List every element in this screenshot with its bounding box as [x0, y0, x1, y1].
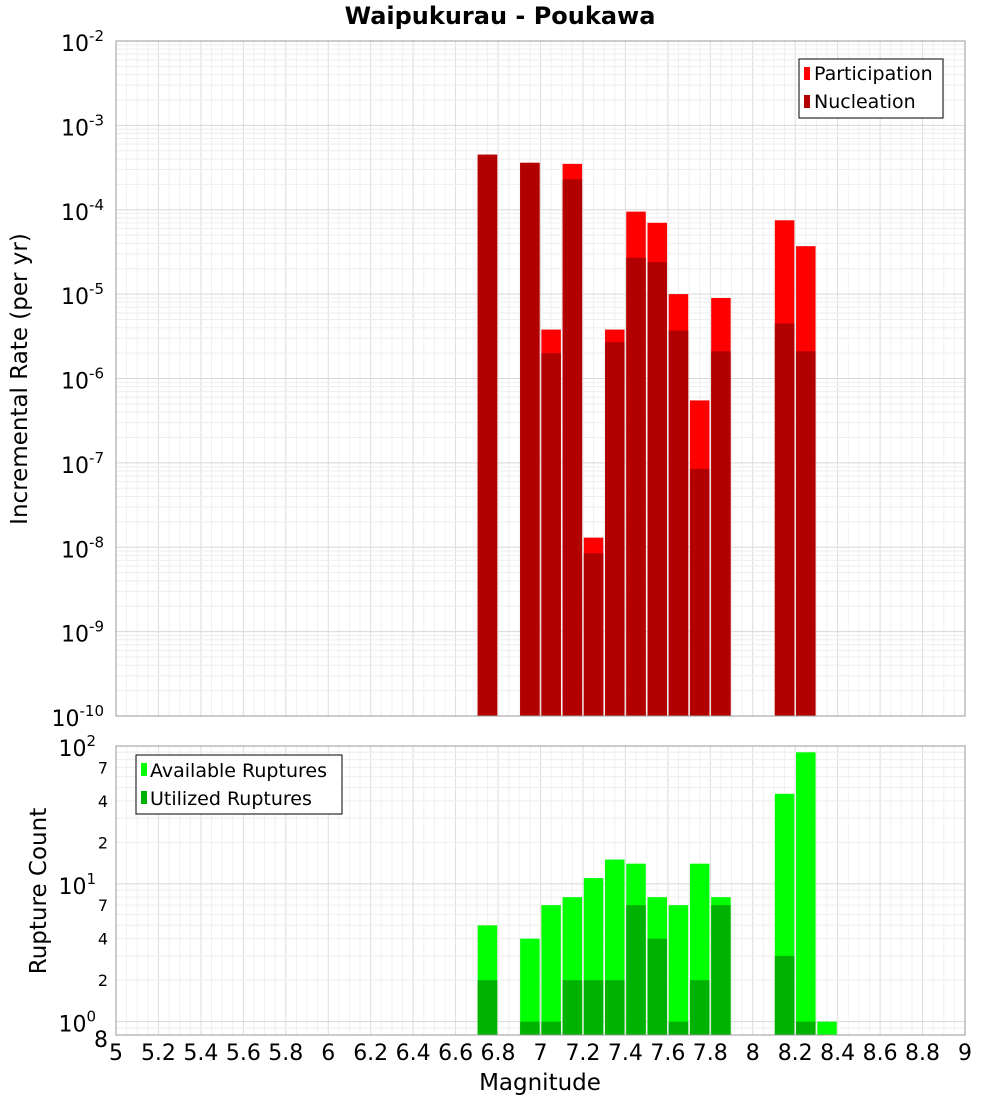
- y-tick-label: 101: [58, 870, 96, 900]
- x-tick-label: 7.2: [565, 1041, 600, 1066]
- y-minor-tick-label: 7: [98, 758, 108, 777]
- top-bar-nucleation: [583, 553, 604, 716]
- x-tick-label: 7.4: [608, 1041, 643, 1066]
- bottom-bar-utilized-ruptures: [583, 980, 604, 1035]
- legend-label-available: Available Ruptures: [150, 760, 327, 782]
- legend-label-utilized: Utilized Ruptures: [150, 788, 312, 810]
- y-minor-tick-label: 4: [98, 792, 108, 811]
- x-tick-label: 6: [321, 1041, 335, 1066]
- bottom-bar-utilized-ruptures: [796, 1021, 816, 1035]
- x-tick-label: 6.2: [353, 1041, 388, 1066]
- top-bar-nucleation: [668, 330, 689, 716]
- bottom-bar-available-ruptures: [520, 938, 540, 1035]
- x-tick-label: 7: [534, 1041, 548, 1066]
- y-tick-label: 10-9: [61, 618, 104, 648]
- bottom-bar-utilized-ruptures: [477, 980, 498, 1035]
- x-tick-label: 5.2: [141, 1041, 176, 1066]
- bottom-bars: [477, 752, 837, 1035]
- legend-swatch-participation: [804, 67, 810, 80]
- bottom-y-ticks: 100 101 102 8 2 4 7 2 4 7: [58, 732, 108, 1053]
- x-tick-label: 5.8: [268, 1041, 303, 1066]
- top-bar-nucleation: [605, 342, 625, 716]
- y-minor-tick-label: 2: [98, 971, 108, 990]
- top-bar-nucleation: [477, 154, 498, 716]
- top-bar-nucleation: [562, 179, 583, 716]
- top-bar-nucleation: [520, 162, 540, 716]
- legend-label-participation: Participation: [814, 63, 933, 85]
- top-y-ticks: 10-10 10-9 10-8 10-7 10-6 10-5 10-4 10-3 10-2: [52, 27, 105, 732]
- bottom-legend: Available Ruptures Utilized Ruptures: [135, 754, 343, 815]
- chart-title: Waipukurau - Poukawa: [345, 2, 656, 30]
- bottom-bar-utilized-ruptures: [605, 980, 625, 1035]
- y-tick-label: 10-7: [61, 449, 104, 479]
- top-bar-nucleation: [647, 262, 667, 716]
- x-tick-label: 8.2: [778, 1041, 813, 1066]
- y-tick-label: 10-2: [61, 27, 104, 57]
- bottom-bar-utilized-ruptures: [541, 1021, 561, 1035]
- legend-swatch-utilized: [141, 791, 147, 804]
- top-bar-nucleation: [626, 257, 646, 716]
- top-y-axis-label: Incremental Rate (per yr): [7, 233, 33, 525]
- top-bar-nucleation: [796, 351, 816, 716]
- x-axis-ticks: 5 5.2 5.4 5.6 5.8 6 6.2 6.4 6.6 6.8 7 7.2 7.4 7.6 7.8 8…: [109, 1041, 972, 1066]
- bottom-bar-utilized-ruptures: [668, 1021, 689, 1035]
- top-plot-frame: [115, 40, 966, 717]
- y-tick-label: 100: [58, 1008, 96, 1038]
- x-tick-label: 8.8: [905, 1041, 940, 1066]
- top-bars: [477, 154, 816, 717]
- x-tick-label: 6.4: [396, 1041, 431, 1066]
- top-legend-box: [798, 58, 944, 119]
- x-axis-label: Magnitude: [479, 1070, 601, 1096]
- x-tick-label: 5.6: [226, 1041, 261, 1066]
- x-tick-label: 6.6: [438, 1041, 473, 1066]
- bottom-bar-utilized-ruptures: [774, 955, 795, 1035]
- y-minor-tick-label: 7: [98, 896, 108, 915]
- bottom-y-axis-label: Rupture Count: [26, 808, 52, 974]
- y-tick-label: 10-6: [61, 365, 104, 395]
- bottom-plot-frame: [115, 745, 966, 1036]
- bottom-bar-available-ruptures: [668, 905, 689, 1035]
- bottom-bar-available-ruptures: [796, 752, 816, 1035]
- bottom-bar-utilized-ruptures: [689, 980, 710, 1035]
- x-tick-label: 8.4: [820, 1041, 855, 1066]
- x-tick-label: 6.8: [481, 1041, 516, 1066]
- top-grid: [115, 41, 966, 717]
- x-tick-label: 5: [109, 1041, 123, 1066]
- y-tick-label: 10-3: [61, 111, 104, 141]
- bottom-bar-utilized-ruptures: [626, 905, 646, 1035]
- y-tick-label: 10-4: [61, 196, 104, 226]
- bottom-bar-utilized-ruptures: [647, 938, 667, 1035]
- legend-swatch-available: [141, 763, 147, 776]
- x-tick-label: 9: [958, 1041, 972, 1066]
- y-tick-label: 10-5: [61, 280, 104, 310]
- bottom-legend-box: [135, 754, 343, 815]
- x-tick-label: 8: [746, 1041, 760, 1066]
- bottom-bar-available-ruptures: [817, 1021, 837, 1035]
- y-minor-tick-label: 2: [98, 833, 108, 852]
- bottom-bar-available-ruptures: [541, 905, 561, 1035]
- bottom-bar-utilized-ruptures: [562, 980, 583, 1035]
- top-bar-nucleation: [541, 353, 561, 716]
- legend-swatch-nucleation: [804, 95, 810, 108]
- legend-label-nucleation: Nucleation: [814, 91, 916, 113]
- y-minor-tick-label: 4: [98, 930, 108, 949]
- top-legend: Participation Nucleation: [798, 58, 944, 119]
- top-bar-nucleation: [689, 468, 710, 716]
- x-tick-label: 7.8: [693, 1041, 728, 1066]
- y-tick-label: 10-8: [61, 533, 104, 563]
- x-tick-label: 7.6: [650, 1041, 685, 1066]
- bottom-bar-utilized-ruptures: [711, 905, 731, 1035]
- bottom-bar-utilized-ruptures: [520, 1021, 540, 1035]
- x-tick-label: 5.4: [183, 1041, 218, 1066]
- y-minor-tick-label: 8: [94, 1028, 108, 1053]
- x-tick-label: 8.6: [863, 1041, 898, 1066]
- top-bar-nucleation: [711, 351, 731, 716]
- top-bar-nucleation: [774, 323, 795, 716]
- y-tick-label: 102: [58, 732, 96, 762]
- y-tick-label: 10-10: [52, 702, 105, 732]
